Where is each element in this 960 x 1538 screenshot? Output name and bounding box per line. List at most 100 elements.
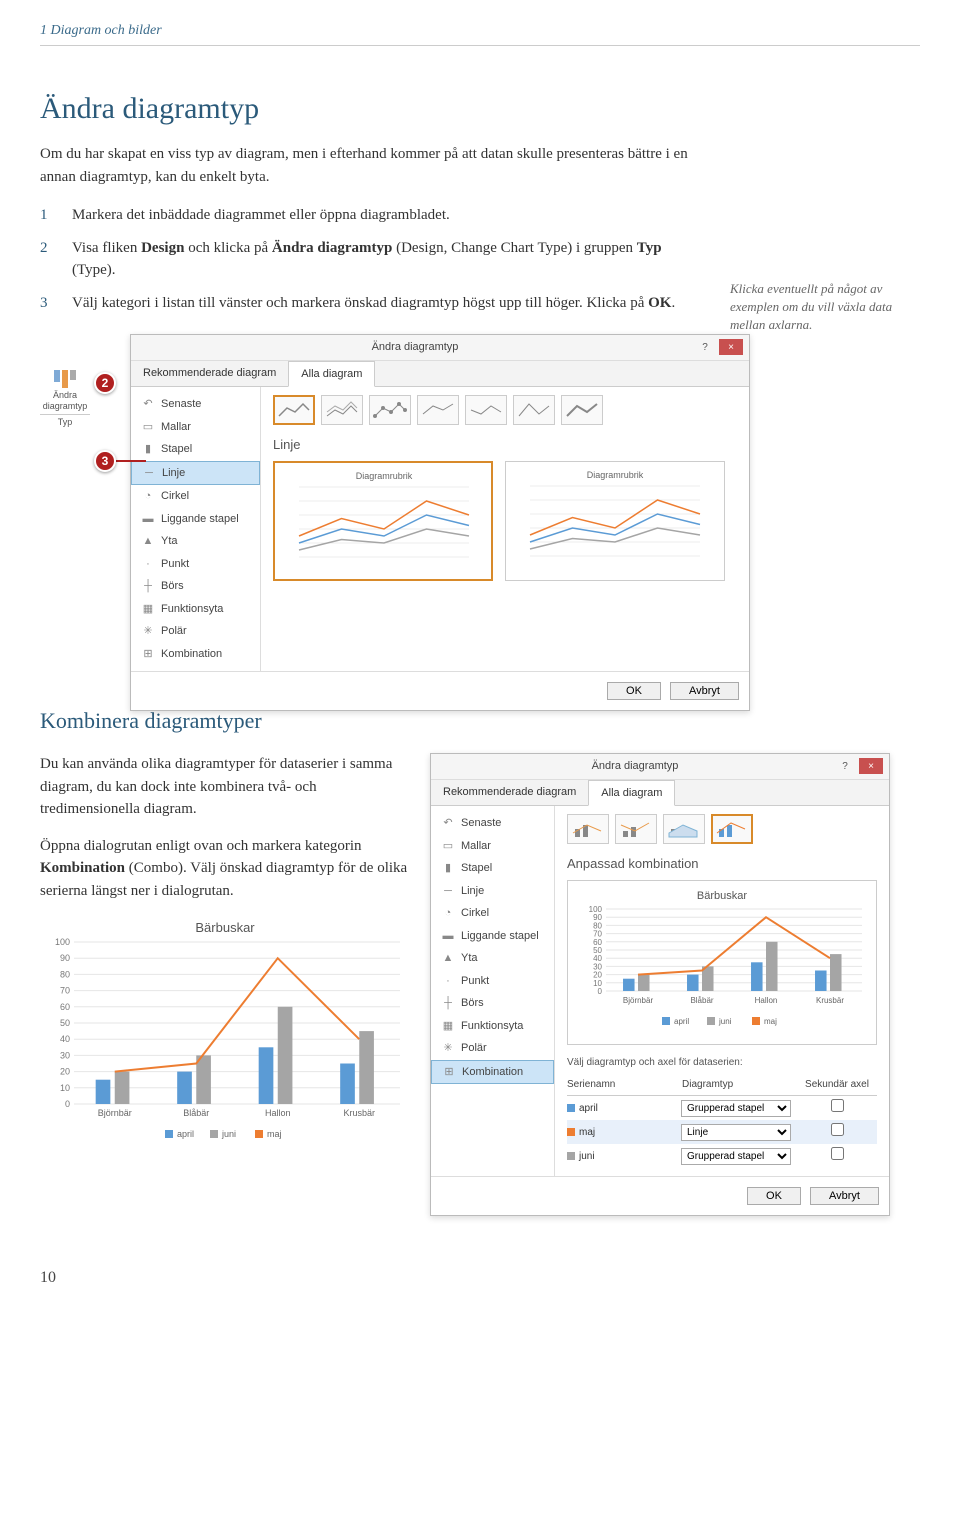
secondary-axis-checkbox[interactable] bbox=[831, 1147, 844, 1160]
category-item[interactable]: ⊞Kombination bbox=[131, 643, 260, 666]
category-item[interactable]: ▦Funktionsyta bbox=[431, 1015, 554, 1038]
combo-subtype[interactable] bbox=[663, 814, 705, 844]
close-button[interactable]: × bbox=[719, 339, 743, 355]
category-icon: ┼ bbox=[141, 580, 155, 592]
category-label: Börs bbox=[161, 578, 184, 595]
category-icon: ▲ bbox=[141, 535, 155, 547]
category-item[interactable]: ▭Mallar bbox=[431, 835, 554, 858]
category-label: Yta bbox=[161, 533, 178, 550]
ok-button[interactable]: OK bbox=[607, 682, 661, 700]
subtype-variant[interactable] bbox=[417, 395, 459, 425]
category-item[interactable]: ─Linje bbox=[131, 461, 260, 486]
tab-recommended[interactable]: Rekommenderade diagram bbox=[131, 361, 288, 387]
chart-preview-thumb[interactable]: Diagramrubrik bbox=[273, 461, 493, 581]
change-chart-type-dialog-combo: Ändra diagramtyp ? × Rekommenderade diag… bbox=[430, 753, 890, 1216]
category-label: Punkt bbox=[461, 973, 489, 990]
category-item[interactable]: ◔Cirkel bbox=[131, 485, 260, 508]
dialog-title: Ändra diagramtyp bbox=[437, 758, 833, 775]
category-icon: ▲ bbox=[441, 952, 455, 964]
category-icon: ◔ bbox=[141, 490, 155, 502]
ok-button[interactable]: OK bbox=[747, 1187, 801, 1205]
subtype-line-markers[interactable] bbox=[369, 395, 411, 425]
series-name: juni bbox=[579, 1149, 595, 1164]
svg-text:60: 60 bbox=[593, 937, 602, 946]
svg-text:april: april bbox=[177, 1129, 194, 1139]
svg-text:80: 80 bbox=[60, 969, 70, 979]
secondary-axis-checkbox[interactable] bbox=[831, 1099, 844, 1112]
category-item[interactable]: ┼Börs bbox=[431, 992, 554, 1015]
svg-text:Bärbuskar: Bärbuskar bbox=[195, 920, 255, 935]
category-label: Funktionsyta bbox=[161, 601, 223, 618]
category-label: Mallar bbox=[161, 419, 191, 436]
category-label: Kombination bbox=[462, 1064, 523, 1081]
category-item[interactable]: ✳Polär bbox=[431, 1037, 554, 1060]
combo-subtype[interactable] bbox=[567, 814, 609, 844]
category-item[interactable]: ✳Polär bbox=[131, 620, 260, 643]
secondary-axis-checkbox[interactable] bbox=[831, 1123, 844, 1136]
help-button[interactable]: ? bbox=[833, 758, 857, 774]
category-item[interactable]: ⊞Kombination bbox=[431, 1060, 554, 1085]
close-button[interactable]: × bbox=[859, 758, 883, 774]
category-item[interactable]: ▮Stapel bbox=[431, 857, 554, 880]
step-number: 3 bbox=[40, 292, 58, 315]
preview-type-label: Anpassad kombination bbox=[567, 854, 877, 874]
page-header: 1 Diagram och bilder bbox=[40, 20, 920, 46]
category-item[interactable]: ·Punkt bbox=[131, 553, 260, 576]
svg-text:maj: maj bbox=[267, 1129, 282, 1139]
chart-subtypes bbox=[273, 395, 737, 425]
category-item[interactable]: ◔Cirkel bbox=[431, 902, 554, 925]
svg-text:Blåbär: Blåbär bbox=[183, 1108, 209, 1118]
ribbon-change-chart-type[interactable]: Ändra diagramtyp Typ bbox=[40, 370, 90, 427]
svg-text:50: 50 bbox=[593, 946, 602, 955]
cancel-button[interactable]: Avbryt bbox=[670, 682, 739, 700]
subtype-stacked-line[interactable] bbox=[321, 395, 363, 425]
svg-text:90: 90 bbox=[60, 953, 70, 963]
section-title: Ändra diagramtyp bbox=[40, 86, 920, 131]
ribbon-label: Ändra bbox=[40, 390, 90, 401]
subtype-line[interactable] bbox=[273, 395, 315, 425]
tab-all-charts[interactable]: Alla diagram bbox=[588, 780, 675, 807]
series-type-select[interactable]: Linje bbox=[681, 1124, 791, 1141]
category-icon: ▬ bbox=[441, 930, 455, 942]
category-item[interactable]: ▮Stapel bbox=[131, 438, 260, 461]
cancel-button[interactable]: Avbryt bbox=[810, 1187, 879, 1205]
category-item[interactable]: ┼ Börs bbox=[131, 575, 260, 598]
svg-text:Diagramrubrik: Diagramrubrik bbox=[356, 471, 413, 481]
category-label: Cirkel bbox=[461, 905, 489, 922]
svg-text:april: april bbox=[674, 1017, 689, 1026]
steps-list: 1 Markera det inbäddade diagrammet eller… bbox=[40, 204, 700, 314]
combo-subtype[interactable] bbox=[615, 814, 657, 844]
tab-all-charts[interactable]: Alla diagram bbox=[288, 361, 375, 388]
category-item[interactable]: ▬Liggande stapel bbox=[131, 508, 260, 531]
category-item[interactable]: ▬Liggande stapel bbox=[431, 925, 554, 948]
category-item[interactable]: ▲Yta bbox=[431, 947, 554, 970]
category-item[interactable]: ·Punkt bbox=[431, 970, 554, 993]
category-label: Mallar bbox=[461, 838, 491, 855]
combo-subtype-custom[interactable] bbox=[711, 814, 753, 844]
category-item[interactable]: ▲ Yta bbox=[131, 530, 260, 553]
svg-text:10: 10 bbox=[60, 1083, 70, 1093]
category-icon: ▦ bbox=[441, 1020, 455, 1032]
subtype-3d-line[interactable] bbox=[561, 395, 603, 425]
category-icon: ▭ bbox=[141, 421, 155, 433]
category-icon: ▮ bbox=[441, 862, 455, 874]
series-type-select[interactable]: Grupperad stapel bbox=[681, 1100, 791, 1117]
series-row: april Grupperad stapel bbox=[567, 1096, 877, 1120]
category-item[interactable]: ↶Senaste bbox=[131, 393, 260, 416]
svg-text:Bärbuskar: Bärbuskar bbox=[697, 890, 747, 902]
category-item[interactable]: ▭ Mallar bbox=[131, 416, 260, 439]
category-icon: ↶ bbox=[441, 817, 455, 829]
series-name: maj bbox=[579, 1125, 595, 1140]
series-type-select[interactable]: Grupperad stapel bbox=[681, 1148, 791, 1165]
subtype-variant[interactable] bbox=[465, 395, 507, 425]
category-item[interactable]: ↶Senaste bbox=[431, 812, 554, 835]
tab-recommended[interactable]: Rekommenderade diagram bbox=[431, 780, 588, 806]
subtype-variant[interactable] bbox=[513, 395, 555, 425]
help-button[interactable]: ? bbox=[693, 339, 717, 355]
svg-text:Hallon: Hallon bbox=[265, 1108, 291, 1118]
category-item[interactable]: ▦Funktionsyta bbox=[131, 598, 260, 621]
series-config-table: Välj diagramtyp och axel för dataserien:… bbox=[567, 1055, 877, 1168]
chart-preview-thumb[interactable]: Diagramrubrik bbox=[505, 461, 725, 581]
category-item[interactable]: ─Linje bbox=[431, 880, 554, 903]
combo-bar-line-chart: Bärbuskar0102030405060708090100BjörnbärB… bbox=[40, 918, 410, 1156]
